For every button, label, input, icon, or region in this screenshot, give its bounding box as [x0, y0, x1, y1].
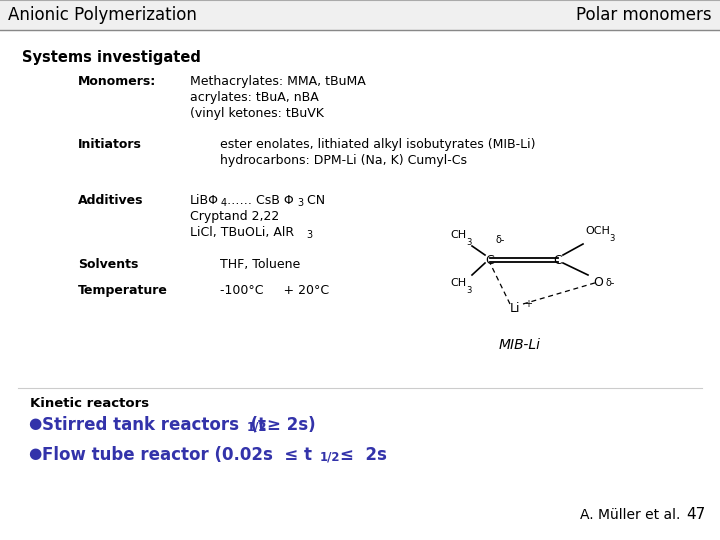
Text: +: + [524, 299, 532, 309]
Text: Methacrylates: MMA, tBuMA: Methacrylates: MMA, tBuMA [190, 75, 366, 88]
Text: Polar monomers: Polar monomers [577, 6, 712, 24]
Text: 47: 47 [686, 507, 706, 522]
Text: Systems investigated: Systems investigated [22, 50, 201, 65]
Text: C: C [554, 253, 562, 267]
Text: Solvents: Solvents [78, 258, 138, 271]
Text: CH: CH [450, 278, 466, 288]
Text: -100°C     + 20°C: -100°C + 20°C [220, 284, 329, 297]
Text: 3: 3 [609, 234, 614, 243]
Text: THF, Toluene: THF, Toluene [220, 258, 300, 271]
Text: 4: 4 [221, 198, 227, 208]
Text: 1/2: 1/2 [247, 421, 268, 434]
Text: LiBΦ: LiBΦ [190, 194, 219, 207]
Text: Flow tube reactor (0.02s  ≤ t: Flow tube reactor (0.02s ≤ t [42, 446, 312, 464]
Text: 3: 3 [306, 230, 312, 240]
Text: ester enolates, lithiated alkyl isobutyrates (MIB-Li): ester enolates, lithiated alkyl isobutyr… [220, 138, 536, 151]
Text: Anionic Polymerization: Anionic Polymerization [8, 6, 197, 24]
Text: Initiators: Initiators [78, 138, 142, 151]
Text: O: O [593, 276, 603, 289]
Text: C: C [485, 253, 495, 267]
Text: CN: CN [303, 194, 325, 207]
Text: Li: Li [510, 301, 521, 314]
Text: ●: ● [28, 416, 41, 431]
Text: 1/2: 1/2 [320, 451, 341, 464]
Text: hydrocarbons: DPM-Li (Na, K) Cumyl-Cs: hydrocarbons: DPM-Li (Na, K) Cumyl-Cs [220, 154, 467, 167]
Text: A. Müller et al.: A. Müller et al. [580, 508, 680, 522]
Text: …… CsB Φ: …… CsB Φ [227, 194, 294, 207]
Text: Temperature: Temperature [78, 284, 168, 297]
Text: Additives: Additives [78, 194, 143, 207]
Text: CH: CH [450, 230, 466, 240]
Text: LiCl, TBuOLi, AlR: LiCl, TBuOLi, AlR [190, 226, 294, 239]
Text: 3: 3 [297, 198, 303, 208]
Text: ≤  2s: ≤ 2s [340, 446, 387, 464]
Text: ≥ 2s): ≥ 2s) [267, 416, 315, 434]
Text: δ-: δ- [606, 278, 616, 288]
Text: acrylates: tBuA, nBA: acrylates: tBuA, nBA [190, 91, 319, 104]
Text: δ-: δ- [495, 235, 505, 245]
Text: 3: 3 [466, 238, 472, 247]
Text: Cryptand 2,22: Cryptand 2,22 [190, 210, 279, 223]
Text: Stirred tank reactors  (t: Stirred tank reactors (t [42, 416, 266, 434]
Text: OCH: OCH [585, 226, 610, 236]
Bar [0, 0, 720, 30]
Text: (vinyl ketones: tBuVK: (vinyl ketones: tBuVK [190, 107, 324, 120]
Text: Kinetic reactors: Kinetic reactors [30, 397, 149, 410]
Text: Monomers:: Monomers: [78, 75, 156, 88]
Text: 3: 3 [466, 286, 472, 295]
Text: ●: ● [28, 446, 41, 461]
Text: MIB-Li: MIB-Li [499, 338, 541, 352]
